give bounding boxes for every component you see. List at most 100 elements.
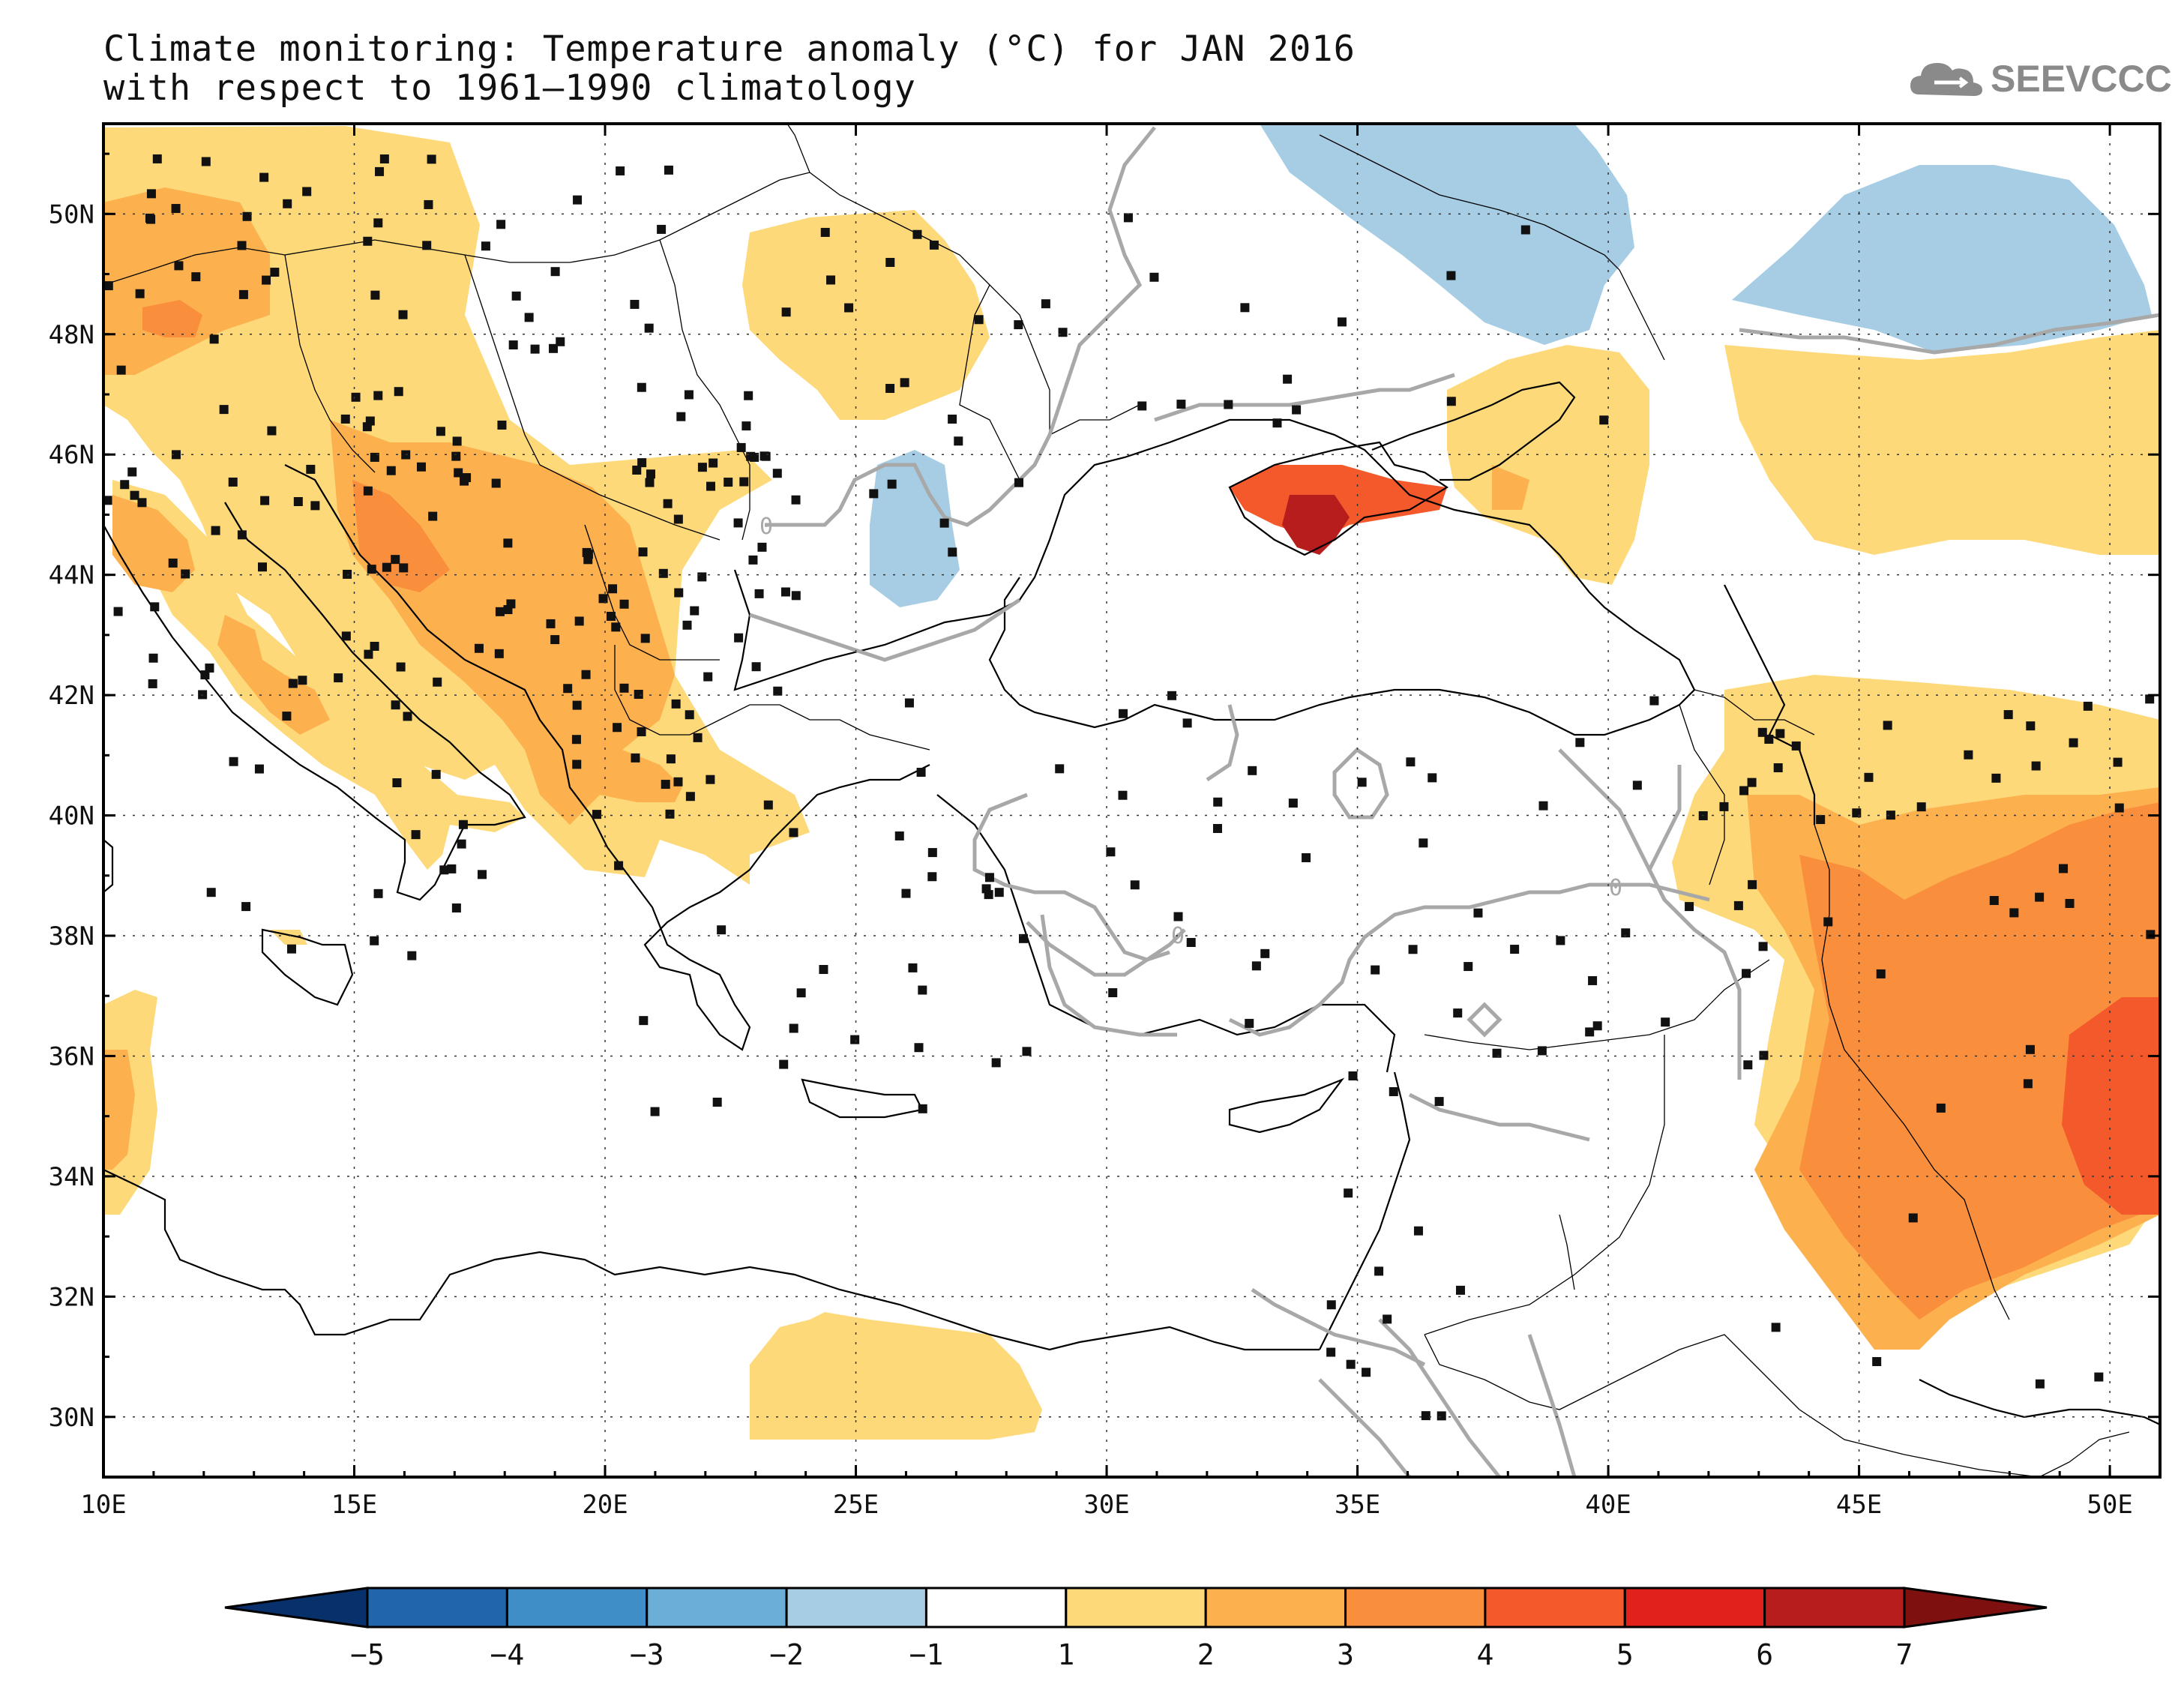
colorbar: −5 −4 −3 −2 −1 1 2 3 4 5 6 7 <box>224 1587 2048 1671</box>
station-marker <box>103 281 113 291</box>
contour-label: 0 <box>759 514 773 540</box>
cloud-icon <box>1910 63 1982 96</box>
station-marker <box>254 764 264 774</box>
station-marker <box>1463 962 1473 972</box>
colorbar-box <box>1344 1587 1487 1629</box>
lat-tick-label: 46N <box>49 440 94 470</box>
station-marker <box>1908 1213 1918 1223</box>
station-marker <box>1251 961 1261 971</box>
station-marker <box>754 589 764 598</box>
station-marker <box>2009 908 2019 918</box>
anomaly-area-crimea-6-7 <box>1282 495 1350 555</box>
colorbar-label: −2 <box>769 1638 804 1671</box>
coastline-caspian <box>1724 584 1816 825</box>
anomaly-area-iran-4-5 <box>2062 997 2160 1215</box>
station-marker <box>1406 757 1416 767</box>
coastline-crete <box>801 1078 924 1119</box>
station-marker <box>1344 1188 1353 1198</box>
station-marker <box>693 733 703 742</box>
station-marker <box>637 382 646 392</box>
station-marker <box>1421 1411 1431 1421</box>
station-marker <box>1106 847 1116 857</box>
contour-line <box>1647 765 1742 1080</box>
station-marker <box>392 778 402 788</box>
station-marker <box>844 303 854 313</box>
coastline-north-africa <box>103 1169 1320 1351</box>
station-marker <box>1119 709 1128 718</box>
station-marker <box>152 154 162 163</box>
station-marker <box>1326 1347 1336 1357</box>
lat-tick-label: 34N <box>49 1162 94 1192</box>
contour-line <box>749 598 1021 662</box>
colorbar-label: 3 <box>1337 1638 1354 1671</box>
station-marker <box>598 594 608 604</box>
station-marker <box>663 499 673 508</box>
station-marker <box>396 662 406 672</box>
lat-tick-label: 50N <box>49 199 94 229</box>
coastline-turkey-south <box>936 794 1396 1073</box>
station-marker <box>1186 937 1196 947</box>
station-marker <box>270 268 280 277</box>
lon-tick-label: 25E <box>833 1490 879 1520</box>
station-marker <box>1371 965 1380 975</box>
station-marker <box>370 641 379 651</box>
contour-line <box>1251 1287 1426 1367</box>
station-marker <box>657 224 667 234</box>
station-marker <box>206 888 216 897</box>
border-line <box>1049 404 1140 436</box>
station-marker <box>574 616 584 626</box>
station-marker <box>684 390 694 400</box>
station-marker <box>417 462 427 472</box>
station-marker <box>1014 320 1023 330</box>
station-marker <box>242 211 252 221</box>
station-marker <box>146 189 156 199</box>
coastline-cyprus <box>1228 1077 1345 1134</box>
station-marker <box>914 1043 924 1053</box>
contour-line <box>1408 1092 1590 1142</box>
station-marker <box>639 1016 649 1026</box>
station-marker <box>666 754 676 764</box>
station-marker <box>1212 823 1222 833</box>
colorbar-label: 6 <box>1756 1638 1773 1671</box>
station-marker <box>286 944 296 954</box>
station-marker <box>1348 1071 1358 1080</box>
station-marker <box>1337 317 1347 327</box>
station-marker <box>1213 797 1223 807</box>
colorbar-box <box>366 1587 508 1629</box>
borders <box>103 124 2130 1477</box>
station-marker <box>1176 400 1186 409</box>
contour-line <box>1318 1378 1411 1477</box>
station-marker <box>927 872 937 882</box>
coastline-italy <box>103 502 526 901</box>
station-marker <box>739 477 749 487</box>
colorbar-box <box>1623 1587 1766 1629</box>
station-marker <box>1018 933 1028 943</box>
border-line <box>2039 1431 2130 1477</box>
anomaly-area-libya-1-2 <box>750 1312 1042 1440</box>
station-marker <box>1167 691 1177 700</box>
border-line <box>103 172 810 286</box>
station-marker <box>1149 272 1159 282</box>
station-marker <box>174 261 184 271</box>
border-line <box>786 124 810 173</box>
lon-tick-label: 10E <box>80 1490 126 1520</box>
station-marker <box>431 769 441 779</box>
station-marker <box>451 451 461 461</box>
station-marker <box>1055 764 1065 774</box>
colorbar-box <box>1065 1587 1207 1629</box>
station-marker <box>288 679 298 688</box>
station-marker <box>1456 1285 1466 1295</box>
colorbar-box <box>785 1587 927 1629</box>
station-marker <box>282 712 292 721</box>
station-marker <box>219 405 229 415</box>
station-marker <box>228 477 238 487</box>
station-marker <box>1041 299 1050 309</box>
station-marker <box>1883 721 1892 730</box>
lat-tick-label: 40N <box>49 802 94 832</box>
station-marker <box>1685 902 1694 912</box>
station-marker <box>608 584 618 594</box>
station-marker <box>984 873 994 882</box>
colorbar-label: −4 <box>490 1638 524 1671</box>
station-marker <box>974 315 984 325</box>
station-marker <box>283 199 292 208</box>
